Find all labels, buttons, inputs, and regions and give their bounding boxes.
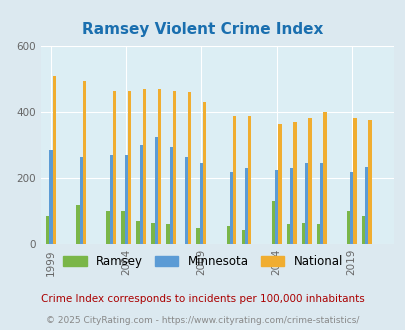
Bar [169,147,173,244]
Bar [316,224,319,244]
Bar [202,102,206,244]
Bar [346,211,349,244]
Bar [226,226,229,244]
Bar [229,172,232,244]
Bar [188,92,191,244]
Legend: Ramsey, Minnesota, National: Ramsey, Minnesota, National [58,250,347,273]
Bar [113,91,116,244]
Bar [277,124,281,244]
Bar [154,137,158,244]
Bar [49,150,53,244]
Bar [292,122,296,244]
Bar [196,228,199,244]
Bar [151,223,154,244]
Bar [274,170,277,244]
Bar [106,211,109,244]
Bar [76,205,79,244]
Bar [232,116,236,244]
Text: © 2025 CityRating.com - https://www.cityrating.com/crime-statistics/: © 2025 CityRating.com - https://www.city… [46,316,359,325]
Bar [364,167,367,244]
Bar [301,223,304,244]
Bar [46,216,49,244]
Bar [53,76,56,244]
Bar [241,230,244,244]
Bar [307,118,311,244]
Text: Crime Index corresponds to incidents per 100,000 inhabitants: Crime Index corresponds to incidents per… [41,294,364,304]
Bar [319,163,322,244]
Text: Ramsey Violent Crime Index: Ramsey Violent Crime Index [82,22,323,37]
Bar [121,211,124,244]
Bar [166,224,169,244]
Bar [139,145,143,244]
Bar [83,81,86,244]
Bar [361,216,364,244]
Bar [143,89,146,244]
Bar [349,172,352,244]
Bar [173,91,176,244]
Bar [286,224,289,244]
Bar [271,201,274,244]
Bar [322,112,326,244]
Bar [289,168,292,244]
Bar [136,221,139,244]
Bar [304,163,307,244]
Bar [184,157,188,244]
Bar [128,91,131,244]
Bar [199,163,202,244]
Bar [367,120,371,244]
Bar [247,116,251,244]
Bar [109,155,113,244]
Bar [352,118,356,244]
Bar [79,157,83,244]
Bar [244,168,247,244]
Bar [158,89,161,244]
Bar [124,155,128,244]
